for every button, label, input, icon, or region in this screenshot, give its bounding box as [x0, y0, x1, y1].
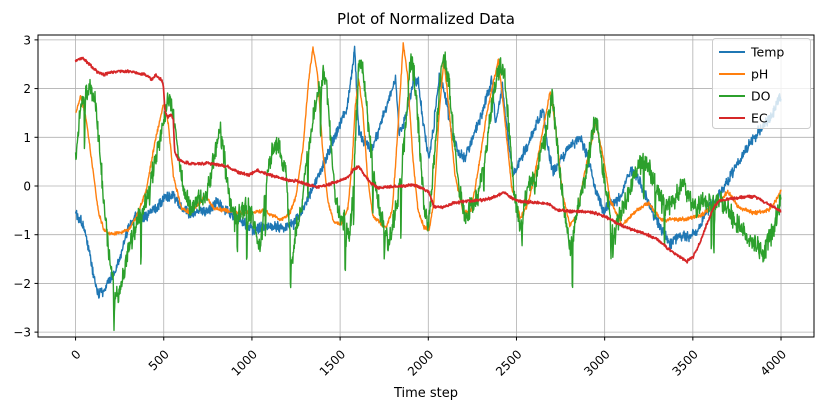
y-tick-label: −2	[13, 277, 31, 291]
legend-box	[712, 38, 811, 129]
x-tick-label: 2500	[493, 347, 524, 378]
legend-label: Temp	[750, 45, 784, 60]
x-tick-label: 3000	[581, 347, 612, 378]
chart-title: Plot of Normalized Data	[337, 10, 515, 28]
legend-label: DO	[751, 89, 771, 104]
series-line-temp	[74, 45, 782, 299]
y-tick-label: −3	[13, 326, 31, 340]
x-tick-label: 500	[146, 347, 172, 373]
legend-item-ph: pH	[719, 67, 768, 82]
y-tick-label: 0	[23, 180, 31, 194]
x-tick-label: 4000	[758, 347, 789, 378]
legend-item-ec: EC	[719, 111, 768, 126]
x-tick-label: 1000	[229, 347, 260, 378]
legend-item-temp: Temp	[719, 45, 784, 60]
series-line-ec	[74, 56, 782, 264]
y-tick-label: 2	[23, 82, 31, 96]
x-tick-label: 3500	[669, 347, 700, 378]
legend-label: EC	[751, 111, 768, 126]
gridlines	[38, 35, 814, 337]
x-tick-label: 2000	[405, 347, 436, 378]
legend-label: pH	[751, 67, 768, 82]
y-tick-label: −1	[13, 228, 31, 242]
legend-item-do: DO	[719, 89, 771, 104]
y-tick-label: 3	[23, 33, 31, 47]
series-line-do	[74, 51, 782, 332]
legend: Temp pH DO EC	[712, 38, 811, 129]
x-axis-label: Time step	[393, 386, 458, 401]
x-tick-label: 1500	[317, 347, 348, 378]
series-lines	[74, 42, 782, 332]
y-tick-label: 1	[23, 131, 31, 145]
x-tick-label: 0	[68, 347, 83, 362]
